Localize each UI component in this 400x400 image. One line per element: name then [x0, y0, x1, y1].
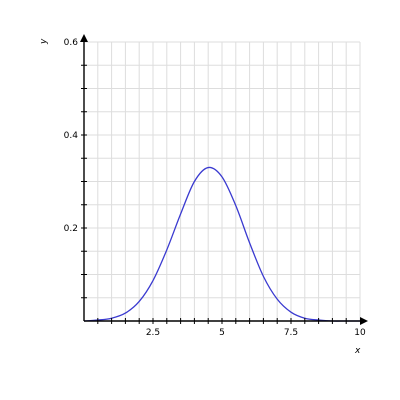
y-axis-label: y — [39, 38, 49, 45]
x-axis-arrow — [360, 317, 368, 325]
series-line-0 — [83, 166, 360, 322]
y-axis-arrow — [80, 34, 88, 42]
y-tick-label: 0.6 — [64, 38, 79, 48]
ticks — [81, 64, 347, 324]
y-tick-label: 0.4 — [64, 131, 79, 141]
tick-labels: 2.5 5 7.5 10 0.2 0.4 0.6 — [64, 38, 366, 338]
y-tick-label: 0.2 — [64, 224, 78, 234]
x-tick-label: 10 — [354, 328, 366, 338]
x-tick-label: 7.5 — [284, 328, 298, 338]
grid — [84, 41, 361, 321]
curves — [83, 166, 360, 322]
x-axis-label: x — [354, 346, 361, 356]
x-tick-label: 2.5 — [146, 328, 160, 338]
x-tick-label: 5 — [219, 328, 225, 338]
